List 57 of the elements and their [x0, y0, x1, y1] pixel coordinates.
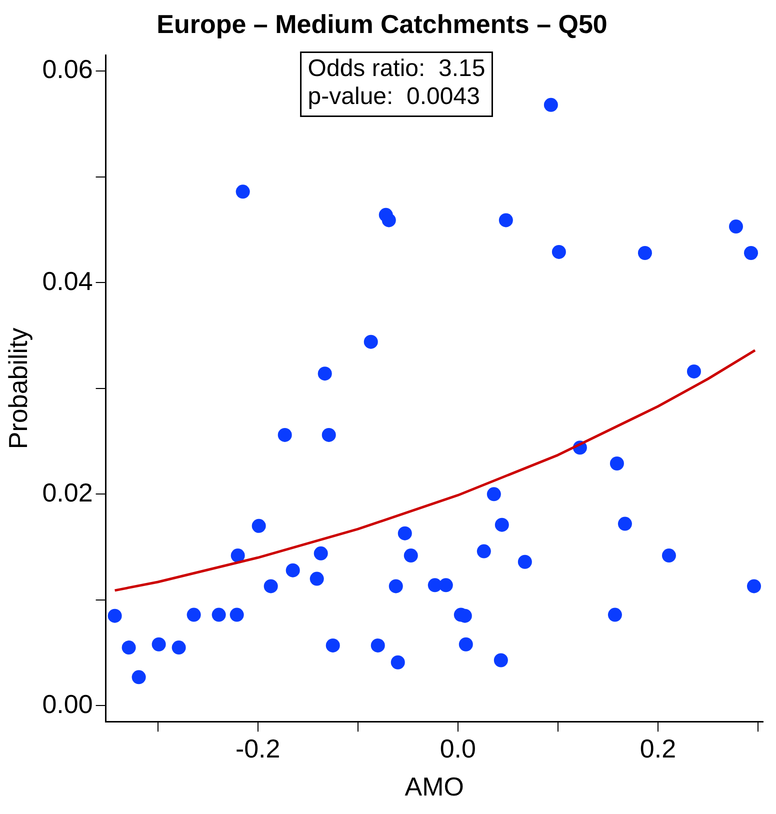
point: [236, 184, 250, 199]
point: [318, 366, 332, 381]
point: [494, 518, 509, 532]
point: [518, 554, 532, 569]
x-tick-label: -0.2: [235, 733, 280, 764]
point: [638, 246, 652, 260]
y-tick-label: 0.02: [42, 477, 93, 508]
point: [552, 244, 566, 259]
point: [618, 516, 632, 531]
y-tick-label: 0.06: [42, 54, 93, 84]
point: [314, 546, 328, 560]
point: [230, 548, 245, 563]
point: [744, 246, 758, 260]
point: [494, 653, 508, 668]
point: [458, 637, 473, 652]
y-tick-label: 0.00: [42, 688, 93, 719]
point: [322, 428, 336, 442]
point: [486, 487, 501, 502]
point: [122, 640, 136, 655]
point: [388, 579, 403, 594]
point: [172, 640, 186, 655]
point: [398, 526, 412, 540]
point: [230, 608, 244, 622]
point: [132, 670, 146, 684]
point: [108, 608, 122, 623]
point: [476, 544, 491, 558]
point: [252, 518, 266, 533]
point: [152, 637, 166, 652]
point: [390, 655, 405, 670]
point: [278, 428, 292, 442]
x-tick-label: 0.0: [440, 733, 476, 764]
point: [370, 638, 385, 652]
point: [610, 456, 624, 470]
point: [310, 572, 324, 586]
annotation: Odds ratio: 3.15: [308, 54, 486, 82]
point: [608, 608, 622, 622]
point: [728, 220, 743, 234]
point: [404, 548, 418, 563]
y-axis-title: Probability: [2, 328, 33, 450]
point: [498, 213, 513, 228]
point: [364, 334, 378, 349]
point: [544, 98, 558, 112]
point: [326, 638, 340, 652]
point: [746, 579, 761, 594]
point: [686, 364, 701, 378]
point: [438, 578, 453, 592]
point: [382, 213, 396, 228]
point: [662, 548, 676, 563]
point: [186, 608, 201, 622]
x-axis-title: AMO: [404, 772, 464, 802]
annotation: p-value: 0.0043: [308, 82, 480, 110]
point: [264, 579, 278, 594]
y-tick-label: 0.04: [42, 266, 93, 296]
point: [286, 563, 300, 578]
chart-title: Europe – Medium Catchments – Q50: [156, 8, 608, 39]
x-tick-label: 0.2: [640, 733, 676, 764]
point: [212, 608, 226, 622]
